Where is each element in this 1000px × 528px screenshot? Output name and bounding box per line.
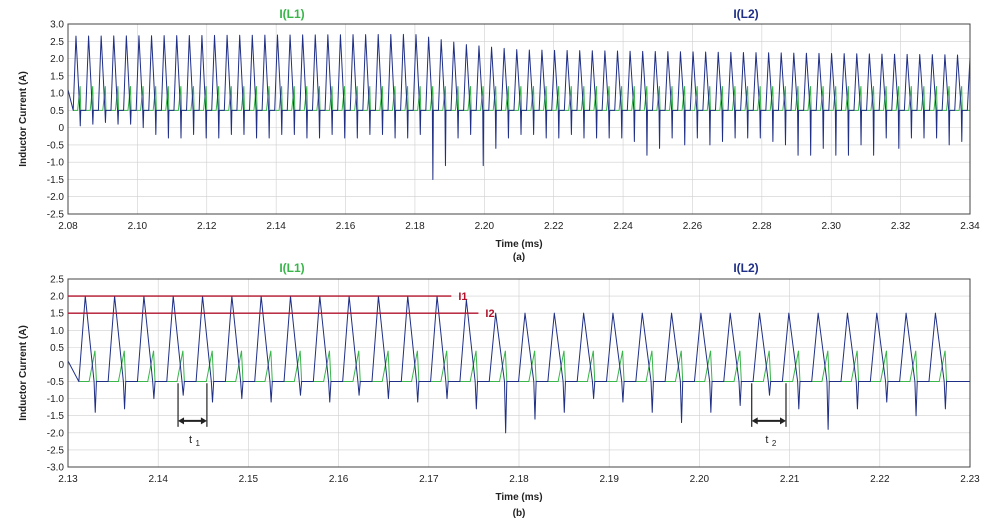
y-tick-label: 3.0 [50,20,64,31]
arrowhead-right [200,417,207,425]
y-axis-label-b: Inductor Current (A) [18,325,29,421]
y-tick-label: 2.0 [50,54,64,65]
series-a [68,33,970,180]
y-tick-label: -0.5 [47,377,65,388]
x-tick-label: 2.23 [960,474,980,485]
x-tick-label: 2.32 [891,221,911,232]
y-tick-label: -2.0 [47,428,65,439]
y-tick-label: 0.5 [50,343,64,354]
x-tick-label: 2.18 [405,221,425,232]
annotation-label-i2: I2 [485,308,494,320]
x-tick-label: 2.22 [544,221,564,232]
ticks-a: -2.5 -2.0 -1.5 -1.0 -0.5 0 0.5 1.0 1.5 2.0 2.5 3.0 2… [47,20,980,233]
series-line-il2 [68,33,970,180]
legend-a-il1: I(L1) [279,7,304,21]
x-tick-label: 2.21 [780,474,800,485]
x-tick-label: 2.12 [197,221,217,232]
x-tick-label: 2.22 [870,474,890,485]
y-axis-label-a: Inductor Current (A) [18,71,29,167]
y-tick-label: -3.0 [47,463,65,474]
dimension-subscript: 2 [772,439,777,448]
x-tick-label: 2.20 [690,474,710,485]
y-tick-label: 2.5 [50,37,64,48]
y-tick-label: -1.5 [47,175,65,186]
arrowhead-left [751,417,758,425]
caption-a: (a) [513,252,525,263]
x-tick-label: 2.14 [148,474,168,485]
y-tick-label: -1.0 [47,158,65,169]
ticks-b: -3.0 -2.5 -2.0 -1.5 -1.0 -0.5 0 0.5 1.0 1.5 2.0 2.5… [47,275,980,486]
series-b [68,295,970,434]
y-tick-label: 1.0 [50,326,64,337]
x-tick-label: 2.28 [752,221,772,232]
annotation-label-i1: I1 [458,291,467,303]
y-tick-label: -0.5 [47,140,65,151]
x-tick-label: 2.24 [613,221,633,232]
caption-b: (b) [513,508,526,519]
legend-a-il2: I(L2) [733,7,758,21]
panel-a: I(L1) I(L2) -2.5 -2.0 -1.5 -1.0 -0.5 0 0.5 1.0 1… [18,7,980,263]
y-tick-label: 1.0 [50,89,64,100]
y-tick-label: 2.0 [50,292,64,303]
x-tick-label: 2.16 [329,474,349,485]
series-line-il2 [68,295,970,434]
x-tick-label: 2.10 [128,221,148,232]
plot-frame-b [67,278,971,468]
y-tick-label: 1.5 [50,309,64,320]
arrowhead-right [779,417,786,425]
arrowhead-left [178,417,185,425]
y-tick-label: -2.0 [47,192,65,203]
y-tick-label: 0 [58,360,64,371]
y-tick-label: 2.5 [50,275,64,286]
x-tick-label: 2.20 [475,221,495,232]
x-tick-label: 2.19 [599,474,619,485]
y-tick-label: -2.5 [47,210,65,221]
dimension-label-t2: t [765,434,768,446]
x-tick-label: 2.26 [683,221,703,232]
x-tick-label: 2.15 [239,474,259,485]
x-tick-label: 2.14 [266,221,286,232]
x-tick-label: 2.30 [821,221,841,232]
dimension-label-t1: t [189,434,192,446]
y-tick-label: -2.5 [47,445,65,456]
legend-b-il1: I(L1) [279,261,304,275]
dimension-subscript: 1 [195,439,200,448]
x-tick-label: 2.17 [419,474,439,485]
x-axis-label-b: Time (ms) [495,492,542,503]
y-tick-label: 1.5 [50,71,64,82]
legend-b-il2: I(L2) [733,261,758,275]
plot-area-a [68,24,970,214]
x-axis-label-a: Time (ms) [495,239,542,250]
x-tick-label: 2.13 [58,474,78,485]
y-tick-label: -1.0 [47,394,65,405]
x-tick-label: 2.18 [509,474,529,485]
plot-frame-a [67,23,971,215]
y-tick-label: -1.5 [47,411,65,422]
y-tick-label: 0 [58,123,64,134]
x-tick-label: 2.08 [58,221,78,232]
y-tick-label: 0.5 [50,106,64,117]
x-tick-label: 2.16 [336,221,356,232]
x-tick-label: 2.34 [960,221,980,232]
